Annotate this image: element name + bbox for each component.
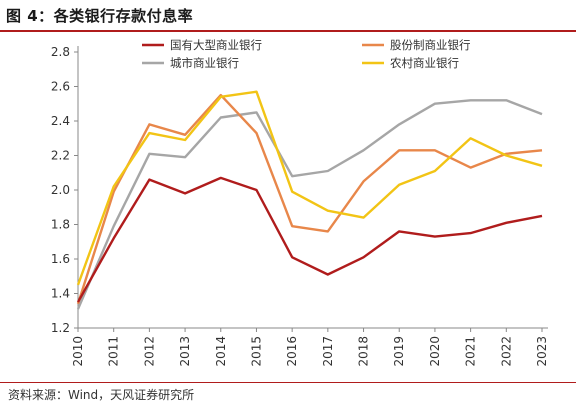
x-tick-label: 2018 (357, 336, 371, 367)
y-tick-label: 1.6 (51, 252, 70, 266)
plot-frame (77, 46, 548, 329)
x-tick-label: 2019 (392, 336, 406, 367)
y-tick-label: 1.4 (51, 287, 70, 301)
legend-label: 城市商业银行 (170, 56, 239, 70)
x-tick-label: 2017 (321, 336, 335, 367)
x-tick-label: 2016 (285, 336, 299, 367)
y-tick-label: 1.2 (51, 321, 70, 335)
y-tick-label: 2.0 (51, 183, 70, 197)
legend-label: 股份制商业银行 (390, 38, 471, 52)
x-tick-label: 2020 (428, 336, 442, 367)
series-line-4 (76, 90, 543, 286)
x-tick-label: 2022 (499, 336, 513, 367)
x-tick-label: 2021 (464, 336, 478, 367)
series-line-2 (76, 93, 543, 305)
x-axis: 2010 2011 2012 2013 2014 2015 2016 2017 2018 2019… (71, 328, 549, 367)
series-lines (76, 90, 543, 310)
legend-label: 国有大型商业银行 (170, 38, 262, 52)
series-line-3 (76, 99, 543, 310)
y-tick-label: 2.8 (51, 45, 70, 59)
x-tick-label: 2011 (107, 336, 121, 367)
figure-title: 图 4：各类银行存款付息率 (6, 7, 194, 25)
source-note: 资料来源：Wind，天风证券研究所 (8, 388, 195, 402)
source-divider (0, 382, 576, 383)
y-tick-label: 2.2 (51, 149, 70, 163)
y-tick-label: 1.8 (51, 218, 70, 232)
x-tick-label: 2015 (249, 336, 263, 367)
title-divider (0, 30, 576, 32)
legend-label: 农村商业银行 (390, 56, 459, 70)
line-chart: 1.2 1.4 1.6 1.8 2.0 2.2 2.4 2.6 2.8 2010 2011 2012… (51, 38, 549, 367)
x-tick-label: 2023 (535, 336, 549, 367)
y-tick-label: 2.4 (51, 114, 70, 128)
series-line-1 (76, 176, 543, 303)
x-tick-label: 2012 (142, 336, 156, 367)
x-tick-label: 2013 (178, 336, 192, 367)
y-axis: 1.2 1.4 1.6 1.8 2.0 2.2 2.4 2.6 2.8 (51, 45, 78, 335)
x-tick-label: 2014 (214, 336, 228, 367)
y-tick-label: 2.6 (51, 80, 70, 94)
x-tick-label: 2010 (71, 336, 85, 367)
